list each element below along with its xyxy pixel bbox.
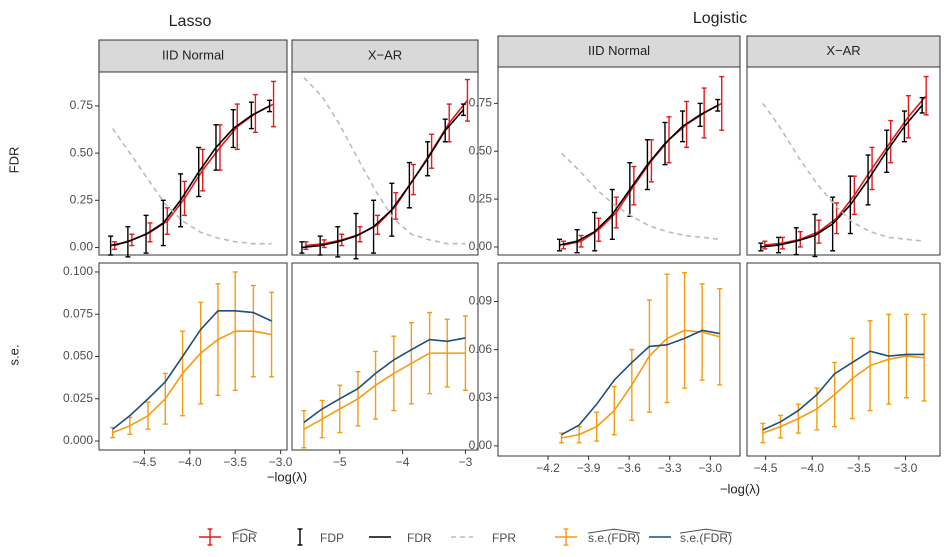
x-tick-label: −4.5: [754, 461, 778, 475]
x-axis-label: −log(λ): [720, 481, 760, 496]
y-tick-label: 0.075: [63, 306, 93, 320]
panel: [497, 262, 741, 457]
panel: [291, 71, 479, 256]
y-tick-label: 0.00: [469, 239, 493, 253]
x-tick-label: −4: [396, 455, 410, 469]
y-tick-label: 0.25: [469, 191, 493, 205]
y-tick-label: 0.03: [469, 390, 493, 404]
y-tick-label: 0.100: [63, 264, 93, 278]
x-tick-label: −3.9: [577, 461, 601, 475]
y-tick-label: 0.025: [63, 391, 93, 405]
y-tick-label: 0.00: [469, 438, 493, 452]
y-tick-label: 0.25: [70, 192, 94, 206]
series-line: [561, 329, 720, 439]
strip-label: X−AR: [368, 47, 402, 62]
facet-strip: [746, 35, 941, 68]
facet-strip: [98, 39, 288, 73]
panel: [746, 262, 941, 457]
series-line: [303, 337, 466, 424]
x-tick-label: −4.0: [178, 455, 202, 469]
dashed-line: [111, 128, 272, 245]
x-tick-label: −3.6: [617, 461, 641, 475]
panel: [497, 66, 741, 256]
series-line: [110, 105, 270, 247]
y-tick-label: 0.050: [63, 349, 93, 363]
legend-label: s.e.(FDR): [680, 531, 732, 545]
dashed-line: [303, 77, 466, 245]
x-tick-label: −4.2: [536, 461, 560, 475]
legend-hat: [587, 528, 641, 534]
dashed-line: [560, 152, 720, 241]
x-tick-label: −4.5: [133, 455, 157, 469]
panel: [291, 262, 479, 451]
series-line: [764, 95, 927, 246]
x-tick-label: −3: [459, 455, 473, 469]
strip-label: X−AR: [826, 43, 860, 58]
legend-hat: [231, 528, 258, 534]
legend-label: FDR: [232, 531, 257, 545]
group-title: Logistic: [693, 10, 747, 27]
facet-strip: [497, 35, 741, 68]
x-axis-label: −log(λ): [267, 469, 307, 484]
series-line: [301, 109, 465, 249]
y-tick-label: 0.00: [70, 240, 94, 254]
x-tick-label: −3.0: [894, 461, 918, 475]
y-tick-label: 0.09: [469, 294, 493, 308]
series-line: [303, 352, 466, 430]
y-tick-label: 0.75: [469, 96, 493, 110]
series-line: [762, 355, 925, 434]
y-axis-label: s.e.: [6, 345, 21, 366]
y-tick-label: 0.75: [70, 98, 94, 112]
series-line: [762, 350, 925, 431]
series-line: [112, 310, 272, 430]
y-tick-label: 0.50: [469, 143, 493, 157]
legend-label: FDP: [320, 531, 344, 545]
y-axis-label: FDR: [6, 147, 21, 174]
series-line: [760, 104, 923, 248]
x-tick-label: −3.0: [269, 455, 293, 469]
x-tick-label: −5: [333, 455, 347, 469]
strip-label: IID Normal: [588, 43, 650, 58]
x-tick-label: −3.3: [658, 461, 682, 475]
legend-label: FDR: [407, 531, 432, 545]
y-tick-label: 0.06: [469, 342, 493, 356]
panel: [98, 262, 288, 451]
x-tick-label: −3.5: [847, 461, 871, 475]
y-tick-label: 0.000: [63, 433, 93, 447]
legend-label: s.e.(FDR): [588, 531, 640, 545]
dashed-line: [762, 102, 925, 243]
x-tick-label: −3.5: [223, 455, 247, 469]
series-line: [559, 104, 719, 246]
x-tick-label: −4.0: [800, 461, 824, 475]
series-line: [112, 330, 272, 434]
facet-strip: [291, 39, 479, 73]
strip-label: IID Normal: [162, 47, 224, 62]
panel: [746, 66, 941, 256]
series-line: [561, 329, 720, 436]
x-tick-label: −3.0: [698, 461, 722, 475]
legend-hat: [679, 528, 733, 534]
legend-label: FPR: [492, 531, 516, 545]
group-title: Lasso: [169, 13, 212, 30]
y-tick-label: 0.50: [70, 145, 94, 159]
